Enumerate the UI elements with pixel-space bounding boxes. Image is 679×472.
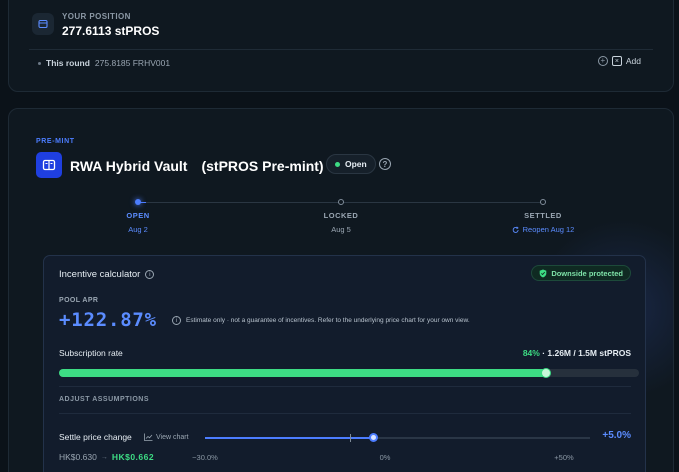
slider-zero-tick [350,434,351,442]
info-icon[interactable]: i [145,270,155,279]
subscription-progress-fill [59,369,546,377]
wallet-icon [32,13,54,35]
subscription-rate-value: 84% · 1.26M / 1.5M stPROS [523,348,631,358]
subscription-detail: · 1.26M / 1.5M stPROS [539,348,631,358]
slider-mid-label: 0% [379,453,391,462]
pool-apr-label: POOL APR [59,297,99,304]
chart-icon [144,433,153,441]
view-chart-label: View chart [156,433,189,441]
incentive-calculator: Incentive calculator i Downside protecte… [43,255,646,472]
bullet-icon [38,61,41,65]
slider-handle[interactable] [369,433,378,442]
status-label: Open [345,159,367,169]
downside-protected-badge: Downside protected [531,265,631,281]
subscription-rate-label: Subscription rate [59,348,123,358]
timeline-date-settled: Reopen Aug 12 [512,225,575,234]
pool-apr-value: +122.87% [59,309,157,331]
timeline-label-locked: LOCKED [323,211,359,220]
help-icon[interactable]: ? [379,158,391,170]
divider [29,49,653,50]
add-label: Add [625,56,641,66]
slider-min-label: −30.0% [192,453,218,462]
settle-price-label: Settle price change [59,432,132,442]
status-dot-icon [335,161,340,167]
timeline-progress [138,202,146,203]
settle-price-slider[interactable] [205,433,590,442]
timeline-node-settled [540,199,546,205]
subscription-progress-bar [59,368,639,378]
timeline-date-open: Aug 2 [128,225,148,234]
subscription-percent: 84% [522,348,540,358]
position-value: 277.6113 stPROS [62,24,160,38]
badge-label: Downside protected [551,268,623,278]
calculator-title-row: Incentive calculator i [59,269,155,280]
timeline-node-locked [338,199,344,205]
apr-disclaimer: i Estimate only · not a guarantee of inc… [172,316,470,325]
status-badge: Open [326,154,376,174]
arrow-right-icon: → [100,453,108,461]
divider [59,386,631,387]
price-change-row: HK$0.630 → HK$0.662 [59,452,154,462]
vault-logo-icon [36,152,62,178]
position-card: YOUR POSITION 277.6113 stPROS This round… [8,0,674,92]
refresh-icon [512,225,519,233]
plus-circle-icon: + [597,56,608,66]
divider [59,413,631,414]
timeline-label-open: OPEN [126,211,150,220]
vault-title: RWA Hybrid Vault (stPROS Pre-mint) [70,158,324,174]
premint-tag: PRE-MINT [36,138,75,145]
shield-check-icon [540,269,547,277]
reopen-date: Reopen Aug 12 [522,225,575,234]
round-value: 275.8185 FRHV001 [94,58,171,68]
add-button[interactable]: + × Add [597,56,641,66]
price-from: HK$0.630 [59,452,97,462]
timeline-node-open [135,199,141,205]
timeline-date-locked: Aug 5 [331,225,351,234]
adjust-assumptions-label: ADJUST ASSUMPTIONS [59,396,150,403]
box-x-icon: × [611,56,622,66]
calculator-title: Incentive calculator [59,269,141,280]
this-round-row: This round 275.8185 FRHV001 [38,58,170,68]
slider-max-label: +50% [554,453,574,462]
slider-fill [205,437,373,439]
timeline-label-settled: SETTLED [524,211,562,220]
info-icon: i [172,316,181,325]
price-to: HK$0.662 [111,452,155,462]
vault-card: PRE-MINT RWA Hybrid Vault (stPROS Pre-mi… [8,108,674,472]
subscription-progress-knob [541,368,551,378]
round-label: This round [46,58,90,68]
apr-note-text: Estimate only · not a guarantee of incen… [186,317,470,324]
position-label: YOUR POSITION [62,12,131,21]
view-chart-link[interactable]: View chart [144,433,189,441]
settle-price-value: +5.0% [602,430,631,441]
